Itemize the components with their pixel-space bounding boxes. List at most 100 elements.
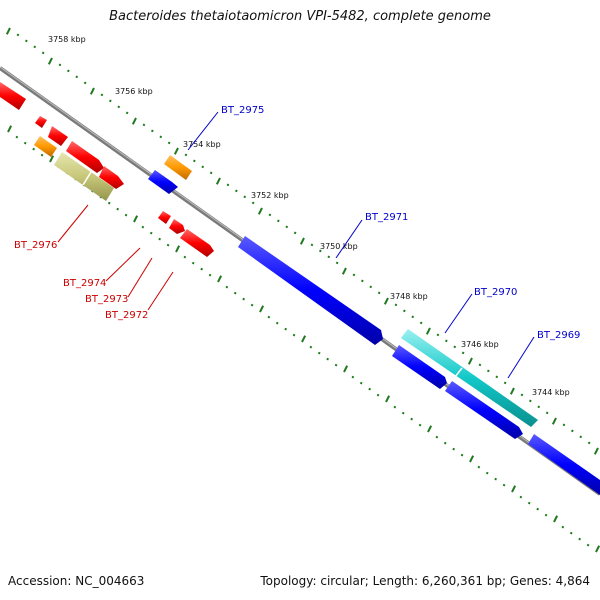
minor-tick (235, 189, 238, 193)
minor-tick (452, 447, 455, 451)
major-tick (175, 245, 181, 253)
major-tick (259, 305, 265, 313)
minor-tick (369, 285, 373, 289)
minor-tick (487, 369, 490, 373)
minor-tick (200, 267, 203, 271)
major-tick (301, 335, 307, 343)
minor-tick (579, 435, 583, 439)
minor-tick (233, 291, 237, 295)
leader-line (57, 204, 89, 243)
minor-tick (352, 273, 356, 277)
minor-tick (309, 345, 313, 349)
minor-tick (100, 93, 104, 97)
major-tick (299, 237, 305, 245)
minor-tick (519, 495, 523, 499)
genome-summary-text: Topology: circular; Length: 6,260,361 bp… (260, 574, 590, 588)
minor-tick (151, 129, 154, 133)
gene-block[interactable] (148, 170, 178, 194)
gene-block[interactable] (158, 211, 171, 224)
minor-tick (394, 303, 398, 307)
minor-tick (158, 237, 161, 241)
minor-tick (32, 147, 35, 151)
gene-boundary (454, 367, 463, 378)
minor-tick (226, 183, 230, 187)
leader-line (187, 111, 219, 151)
minor-tick (445, 339, 448, 343)
accession-text: Accession: NC_004663 (8, 574, 145, 588)
minor-tick (117, 105, 121, 109)
minor-tick (317, 351, 321, 355)
gene-block[interactable] (34, 136, 57, 157)
major-tick (509, 387, 515, 395)
minor-tick (376, 393, 380, 397)
minor-tick (251, 201, 255, 205)
label-leaders (57, 111, 535, 379)
minor-tick (411, 315, 415, 319)
minor-tick (83, 81, 87, 85)
minor-tick (166, 243, 170, 247)
gene-block[interactable] (54, 152, 114, 201)
gene-block[interactable] (99, 166, 124, 189)
major-tick (553, 515, 559, 523)
minor-tick (495, 375, 499, 379)
minor-tick (460, 453, 464, 457)
gene-block[interactable] (31, 114, 38, 121)
major-tick (383, 297, 389, 305)
minor-tick (285, 225, 289, 229)
gene-block[interactable] (528, 434, 600, 495)
major-tick (385, 395, 391, 403)
gene-block[interactable] (48, 126, 68, 146)
gene-block[interactable] (164, 155, 192, 180)
minor-tick (107, 201, 111, 205)
minor-tick (586, 543, 590, 547)
gene-label-bt2975[interactable]: BT_2975 (221, 105, 264, 116)
minor-tick (529, 399, 532, 403)
genes-forward (148, 155, 600, 495)
minor-tick (393, 405, 397, 409)
scale-label: 3758 kbp (48, 35, 86, 44)
gene-block[interactable] (169, 219, 185, 234)
minor-tick (292, 333, 296, 337)
gene-labels: BT_2975 BT_2971 BT_2970 BT_2969 BT_2976 … (14, 105, 580, 341)
gene-block[interactable] (445, 381, 523, 439)
major-tick (49, 155, 55, 163)
major-tick (595, 545, 600, 553)
minor-tick (275, 321, 279, 325)
minor-tick (403, 309, 406, 313)
minor-tick (15, 135, 19, 139)
gene-block[interactable] (180, 229, 214, 257)
gene-label-bt2973[interactable]: BT_2973 (85, 294, 128, 305)
gene-label-bt2969[interactable]: BT_2969 (537, 330, 580, 341)
minor-tick (419, 321, 423, 325)
minor-tick (293, 231, 297, 235)
minor-tick (310, 243, 314, 247)
gene-block[interactable] (238, 236, 383, 345)
gene-block[interactable] (0, 82, 26, 110)
major-tick (427, 425, 433, 433)
minor-tick (109, 99, 112, 103)
gene-block[interactable] (35, 116, 47, 128)
minor-tick (209, 171, 213, 175)
minor-tick (33, 45, 37, 49)
scale-label: 3744 kbp (532, 388, 570, 397)
gene-label-bt2970[interactable]: BT_2970 (474, 287, 517, 298)
leader-line (105, 247, 141, 282)
minor-tick (284, 327, 287, 331)
minor-tick (16, 33, 20, 37)
gene-label-bt2976[interactable]: BT_2976 (14, 240, 57, 251)
minor-tick (545, 411, 549, 415)
minor-tick (477, 465, 481, 469)
minor-tick (41, 51, 45, 55)
gene-block[interactable] (392, 345, 447, 389)
minor-tick (25, 39, 28, 43)
gene-label-bt2972[interactable]: BT_2972 (105, 310, 148, 321)
minor-tick (225, 285, 229, 289)
major-tick (5, 27, 11, 35)
gene-block[interactable] (66, 141, 104, 173)
major-tick (551, 417, 557, 425)
gene-block[interactable] (401, 329, 538, 427)
minor-tick (184, 153, 188, 157)
gene-label-bt2971[interactable]: BT_2971 (365, 212, 408, 223)
gene-label-bt2974[interactable]: BT_2974 (63, 278, 106, 289)
